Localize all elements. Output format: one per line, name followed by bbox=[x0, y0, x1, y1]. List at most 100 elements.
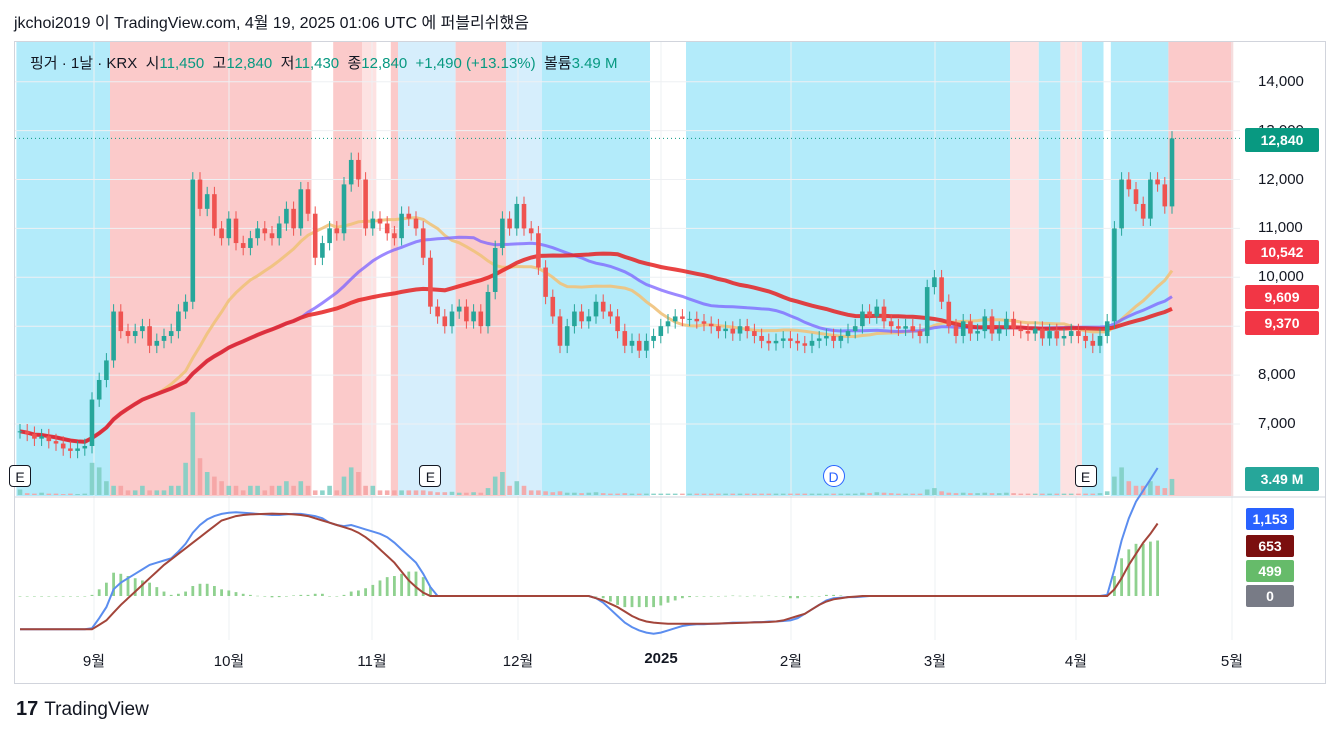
symbol-info[interactable]: 핑거 · 1날 · KRX bbox=[30, 55, 138, 72]
volume-bar bbox=[651, 493, 656, 495]
candle-body bbox=[593, 301, 599, 317]
candle-body bbox=[1011, 318, 1016, 329]
candle-body bbox=[723, 328, 728, 332]
macd-histogram-bar bbox=[256, 595, 259, 597]
volume-bar bbox=[456, 492, 462, 495]
volume-bar bbox=[773, 493, 779, 495]
regime-band bbox=[686, 42, 1010, 496]
volume-bar bbox=[593, 492, 599, 495]
macd-histogram-bar bbox=[378, 580, 382, 596]
candle-body bbox=[1040, 328, 1045, 339]
high-value: 12,840 bbox=[226, 55, 273, 72]
volume-bar bbox=[1155, 485, 1160, 495]
candle-body bbox=[276, 223, 282, 239]
volume-bar bbox=[903, 493, 908, 495]
candle-body bbox=[579, 311, 584, 322]
candle-body bbox=[456, 306, 462, 312]
volume-bar bbox=[586, 492, 592, 495]
candle-body bbox=[809, 340, 815, 346]
earnings-marker[interactable]: E bbox=[9, 465, 31, 487]
earnings-marker[interactable]: E bbox=[1074, 465, 1097, 487]
macd-histogram-bar bbox=[220, 589, 223, 596]
macd-histogram-bar bbox=[623, 596, 627, 608]
candle-body bbox=[881, 306, 887, 322]
candle-body bbox=[1032, 328, 1038, 334]
volume-bar bbox=[1076, 493, 1081, 495]
macd-histogram-bar bbox=[321, 593, 324, 596]
zero-label: 0 bbox=[1246, 585, 1294, 607]
macd-histogram-bar bbox=[126, 576, 130, 596]
volume-bar bbox=[1061, 493, 1067, 495]
dividend-marker[interactable]: D bbox=[822, 465, 845, 487]
candle-body bbox=[24, 431, 30, 434]
volume-bar bbox=[1112, 476, 1117, 495]
candle-body bbox=[118, 311, 124, 332]
volume-bar bbox=[572, 492, 577, 495]
volume-bar bbox=[989, 493, 995, 495]
volume-bar bbox=[147, 490, 152, 495]
candle-body bbox=[125, 331, 131, 336]
volume-bar bbox=[622, 493, 628, 495]
volume-bar bbox=[1054, 493, 1060, 495]
volume-bar bbox=[132, 490, 138, 495]
candle-body bbox=[168, 331, 174, 336]
volume-bar bbox=[694, 493, 700, 495]
macd-histogram-bar bbox=[609, 596, 612, 602]
candle-body bbox=[716, 326, 721, 332]
macd-histogram-bar bbox=[421, 577, 425, 596]
candle-body bbox=[622, 331, 628, 346]
x-tick-label: 9월 bbox=[82, 653, 106, 670]
volume-bar bbox=[75, 494, 80, 495]
macd-histogram-bar bbox=[745, 596, 749, 597]
candle-body bbox=[233, 218, 239, 244]
volume-bar bbox=[154, 490, 160, 495]
macd-histogram-bar bbox=[364, 588, 367, 596]
candle-body bbox=[284, 208, 289, 224]
macd-histogram-bar bbox=[191, 586, 195, 596]
macd-histogram-bar bbox=[313, 593, 317, 596]
candle-body bbox=[370, 218, 376, 229]
candle-body bbox=[60, 443, 66, 449]
volume-bar bbox=[960, 492, 966, 495]
macd-histogram-bar bbox=[645, 596, 648, 608]
ma-mid-label: 9,609 bbox=[1245, 285, 1319, 309]
candle-body bbox=[377, 218, 383, 224]
macd-histogram-bar bbox=[825, 594, 828, 596]
volume-bar bbox=[125, 490, 131, 495]
macd-histogram-bar bbox=[263, 596, 267, 597]
volume-bar bbox=[24, 493, 30, 495]
volume-bar bbox=[219, 481, 224, 495]
open-label: 시 bbox=[145, 55, 160, 72]
earnings-marker[interactable]: E bbox=[419, 465, 442, 487]
regime-band bbox=[390, 42, 398, 496]
candle-body bbox=[39, 436, 44, 439]
macd-histogram-bar bbox=[40, 596, 43, 597]
candle-body bbox=[831, 335, 836, 341]
candle-body bbox=[291, 208, 296, 229]
macd-histogram-bar bbox=[1134, 543, 1138, 596]
macd-histogram-bar bbox=[839, 595, 843, 596]
candle-body bbox=[46, 436, 52, 442]
macd-histogram-bar bbox=[601, 596, 605, 599]
volume-bar bbox=[881, 492, 887, 495]
candle-body bbox=[1119, 179, 1124, 229]
volume-bar bbox=[802, 493, 808, 495]
volume-bar bbox=[550, 492, 556, 495]
candle-body bbox=[1083, 335, 1088, 341]
volume-bar bbox=[759, 493, 764, 495]
volume-bar bbox=[377, 490, 383, 495]
macd-histogram-bar bbox=[659, 596, 663, 606]
volume-bar bbox=[284, 481, 289, 495]
candle-body bbox=[356, 159, 361, 180]
volume-bar bbox=[687, 493, 692, 495]
volume-bar bbox=[507, 485, 512, 495]
candle-body bbox=[1090, 340, 1096, 346]
regime-band bbox=[455, 42, 506, 496]
volume-bar bbox=[528, 490, 534, 495]
tradingview-brand[interactable]: 17 TradingView bbox=[16, 698, 149, 721]
volume-bar bbox=[665, 493, 671, 495]
volume-bar bbox=[1119, 467, 1124, 495]
volume-bar bbox=[60, 494, 66, 495]
volume-bar bbox=[428, 491, 433, 495]
